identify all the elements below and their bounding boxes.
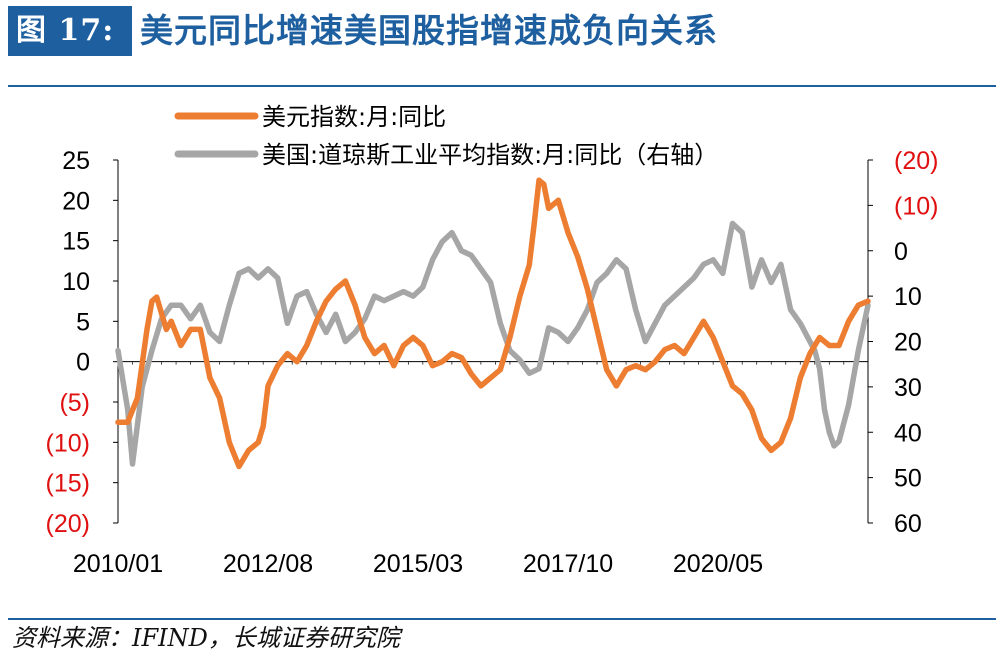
right-axis-tick-label: 30 [894,374,922,402]
right-axis-tick-label: 40 [894,419,922,447]
top-divider [8,85,996,87]
left-axis-tick-label: (15) [46,470,90,498]
left-axis-tick-label: 15 [62,228,90,256]
right-axis-tick-label: (10) [894,192,938,220]
left-axis-tick-label: 10 [62,268,90,296]
figure-header: 图 17: 美元同比增速美国股指增速成负向关系 [0,0,1004,62]
x-axis-tick-label: 2010/01 [73,550,163,578]
usd-index-yoy-line [115,177,871,470]
left-axis-tick-label: (10) [46,429,90,457]
right-axis-tick-label: 50 [894,465,922,493]
source-note: 资料来源：IFIND，长城证券研究院 [12,624,400,652]
x-axis-tick-label: 2020/05 [673,550,763,578]
x-axis-tick-label: 2015/03 [373,550,463,578]
right-axis-tick-label: 10 [894,283,922,311]
left-axis-tick-label: 5 [76,308,90,336]
x-axis-tick-label: 2017/10 [523,550,613,578]
chart-axes: 2520151050(5)(10)(15)(20)(20)(10)0102030… [46,147,939,578]
left-axis-tick-label: 0 [76,349,90,377]
left-axis-tick-label: 20 [62,187,90,215]
right-axis-tick-label: 0 [894,238,908,266]
figure-title: 美元同比增速美国股指增速成负向关系 [140,11,718,50]
right-axis-tick-label: (20) [894,147,938,175]
left-axis-tick-label: (5) [59,389,90,417]
legend-label: 美国:道琼斯工业平均指数:月:同比（右轴） [262,141,718,169]
x-axis-tick-label: 2012/08 [223,550,313,578]
chart-area: 2520151050(5)(10)(15)(20)(20)(10)0102030… [46,103,939,578]
right-axis-tick-label: 20 [894,329,922,357]
left-axis-tick-label: (20) [46,510,90,538]
right-axis-tick-label: 60 [894,510,922,538]
dow-jones-yoy-line [115,220,871,467]
legend-label: 美元指数:月:同比 [262,103,446,131]
figure-label: 图 17: [8,6,132,56]
bottom-divider [8,618,996,620]
left-axis-tick-label: 25 [62,147,90,175]
chart-series [115,177,871,470]
